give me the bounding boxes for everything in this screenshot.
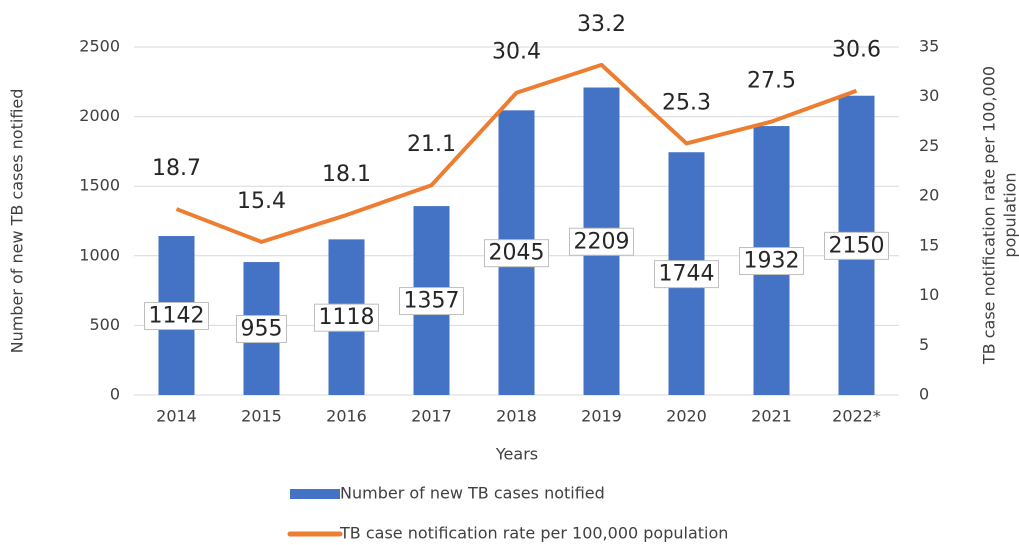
bar-value-label: 2045 bbox=[489, 241, 545, 266]
y2-tick-label: 25 bbox=[919, 136, 939, 155]
legend-swatch bbox=[290, 489, 340, 499]
y-axis-title: Number of new TB cases notified bbox=[8, 89, 27, 354]
bar-value-label: 955 bbox=[241, 317, 283, 342]
x-tick-label: 2017 bbox=[411, 407, 452, 426]
bar-value-label-box bbox=[399, 287, 464, 316]
bar-value-label-box bbox=[314, 303, 379, 332]
y2-tick-label: 20 bbox=[919, 186, 939, 205]
legend-label: Number of new TB cases notified bbox=[340, 484, 605, 503]
line-value-label: 18.1 bbox=[322, 162, 371, 187]
line-value-label: 15.4 bbox=[237, 189, 286, 214]
x-tick-label: 2015 bbox=[241, 407, 282, 426]
legend-label: TB case notification rate per 100,000 po… bbox=[339, 524, 728, 543]
x-tick-label: 2014 bbox=[156, 407, 197, 426]
y2-tick-label: 15 bbox=[919, 235, 939, 254]
bar-value-label: 2209 bbox=[574, 229, 630, 254]
x-tick-label: 2021 bbox=[751, 407, 792, 426]
bar-value-label-box bbox=[654, 260, 719, 289]
bar-value-label-box bbox=[739, 247, 804, 276]
line-value-label: 30.4 bbox=[492, 40, 541, 65]
x-tick-label: 2016 bbox=[326, 407, 367, 426]
y2-axis-title: TB case notification rate per 100,000 bbox=[980, 66, 999, 365]
x-tick-label: 2018 bbox=[496, 407, 537, 426]
y2-tick-label: 30 bbox=[919, 86, 939, 105]
line-value-label: 27.5 bbox=[747, 69, 796, 94]
x-axis-title: Years bbox=[495, 445, 538, 464]
y-tick-label: 1500 bbox=[79, 176, 120, 195]
line-value-label: 30.6 bbox=[832, 38, 881, 63]
x-tick-label: 2020 bbox=[666, 407, 707, 426]
x-tick-label: 2019 bbox=[581, 407, 622, 426]
y2-axis-title: population bbox=[1001, 172, 1019, 257]
bar-value-label: 1744 bbox=[659, 262, 715, 287]
y-tick-label: 2000 bbox=[79, 106, 120, 125]
bar-value-label: 1357 bbox=[404, 289, 460, 314]
line-value-label: 21.1 bbox=[407, 132, 456, 157]
bar-value-label-box bbox=[144, 302, 209, 331]
bar-value-label: 1142 bbox=[149, 304, 205, 329]
line-value-label: 33.2 bbox=[577, 12, 626, 37]
y2-tick-label: 35 bbox=[919, 37, 939, 56]
line-value-label: 18.7 bbox=[152, 156, 201, 181]
y-tick-label: 2500 bbox=[79, 37, 120, 56]
bar-value-label: 1118 bbox=[319, 305, 375, 330]
bar-value-label-box bbox=[484, 239, 549, 268]
y-tick-label: 0 bbox=[110, 385, 120, 404]
y-tick-label: 500 bbox=[89, 315, 120, 334]
line-value-label: 25.3 bbox=[662, 90, 711, 115]
y2-tick-label: 0 bbox=[919, 385, 929, 404]
bar-value-label: 1932 bbox=[744, 249, 800, 274]
bar-value-label-box bbox=[569, 227, 634, 256]
x-tick-label: 2022* bbox=[832, 407, 881, 426]
bar-value-label-box bbox=[236, 315, 287, 344]
y2-tick-label: 5 bbox=[919, 335, 929, 354]
y2-tick-label: 10 bbox=[919, 285, 939, 304]
bar-value-label-box bbox=[824, 231, 889, 260]
line bbox=[175, 62, 858, 244]
y-tick-label: 1000 bbox=[79, 245, 120, 264]
bar-value-label: 2150 bbox=[829, 233, 885, 258]
